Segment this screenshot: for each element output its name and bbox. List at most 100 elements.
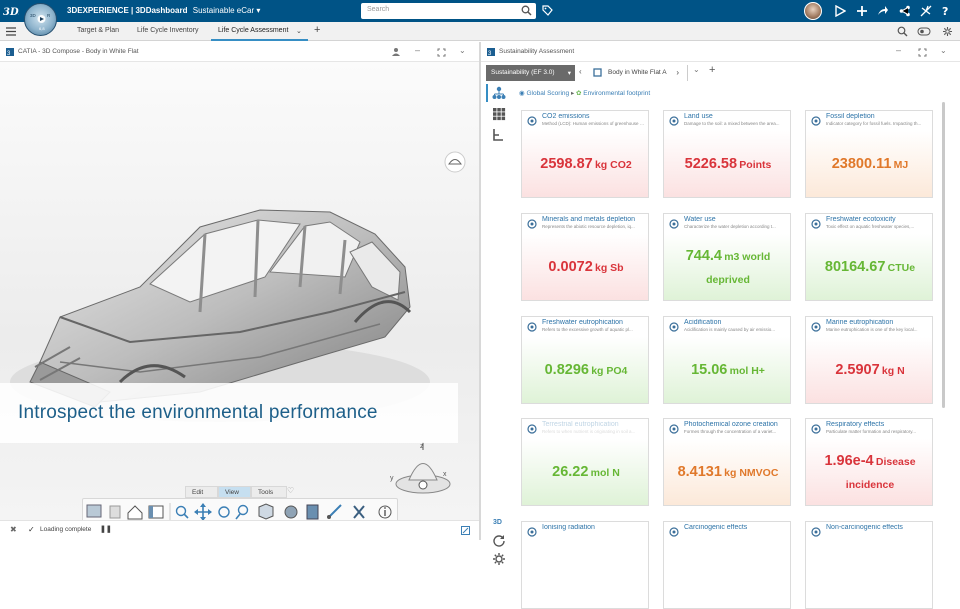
grid-icon[interactable] xyxy=(492,107,506,121)
avatar[interactable] xyxy=(804,2,822,20)
indicator-card[interactable]: Respiratory effects Particulate matter fo… xyxy=(805,418,933,506)
tab-view[interactable]: View xyxy=(218,486,251,498)
chevron-down-icon[interactable]: ⌄ xyxy=(459,46,466,55)
share-arrow-icon[interactable] xyxy=(877,5,889,17)
chevron-down-icon[interactable]: ⌄ xyxy=(693,65,700,74)
chevron-left-icon[interactable]: ‹ xyxy=(579,67,582,76)
indicator-card[interactable]: CO2 emissions Method (LCD): Human emissio… xyxy=(521,110,649,198)
indicator-card[interactable]: Ionising radiation xyxy=(521,521,649,609)
clipboard-icon[interactable] xyxy=(306,504,319,520)
indicator-card[interactable]: Photochemical ozone creation Formes throu… xyxy=(663,418,791,506)
tab-target-plan[interactable]: Target & Plan xyxy=(77,27,120,34)
maximize-icon[interactable] xyxy=(918,48,927,57)
app-title: 3DEXPERIENCE | 3DDashboard Sustainable e… xyxy=(67,6,261,15)
ds-logo-icon[interactable]: 3DS xyxy=(3,4,26,18)
user-share-icon[interactable] xyxy=(392,47,402,57)
search-icon[interactable] xyxy=(521,5,532,16)
card-title: Non-carcinogenic effects xyxy=(826,524,903,531)
render-style-icon[interactable] xyxy=(284,505,298,519)
chevron-down-icon[interactable]: ⌄ xyxy=(940,46,947,55)
chevron-down-icon[interactable]: ⌄ xyxy=(296,28,302,35)
breadcrumb-item-environmental-footprint[interactable]: Environmental footprint xyxy=(583,90,651,97)
indicator-card[interactable]: Acidification Acidification is mainly cau… xyxy=(663,316,791,404)
breadcrumb-item-global-scoring[interactable]: Global Scoring xyxy=(526,90,570,97)
svg-text:3: 3 xyxy=(488,51,492,56)
minimize-button[interactable]: – xyxy=(415,45,421,55)
view-mode-icon[interactable] xyxy=(917,26,931,37)
measure-icon[interactable] xyxy=(327,504,342,519)
pause-icon[interactable]: ❚❚ xyxy=(100,526,112,533)
info-icon[interactable] xyxy=(378,505,392,519)
card-title: Minerals and metals depletion xyxy=(542,216,635,223)
card-value-area: 26.22 mol N xyxy=(522,439,648,505)
menu-icon[interactable] xyxy=(6,27,16,36)
indicator-card[interactable]: Land use Damage to the soil: a mixed betw… xyxy=(663,110,791,198)
chevron-down-icon[interactable]: ▾ xyxy=(256,6,261,15)
add-tab-button[interactable]: + xyxy=(314,24,321,36)
zoom-area-icon[interactable] xyxy=(235,504,249,520)
tag-icon[interactable] xyxy=(542,5,553,16)
play-icon[interactable] xyxy=(834,5,846,17)
card-unit: MJ xyxy=(893,159,909,171)
card-header: Land use Damage to the soil: a mixed betw… xyxy=(664,111,790,131)
close-icon[interactable] xyxy=(353,505,365,519)
hierarchy-icon[interactable] xyxy=(492,86,506,100)
maximize-icon[interactable] xyxy=(437,48,446,57)
compass-label: R xyxy=(47,13,51,18)
card-unit: mol H+ xyxy=(729,365,765,377)
indicator-card[interactable]: Water use Characterize the water depletio… xyxy=(663,213,791,301)
indicator-card[interactable]: Non-carcinogenic effects xyxy=(805,521,933,609)
zoom-icon[interactable] xyxy=(175,505,189,519)
indicator-card[interactable]: Terrestrial eutrophication Refers to when… xyxy=(521,418,649,506)
share-network-icon[interactable] xyxy=(899,5,911,17)
3d-toggle-button[interactable]: 3D xyxy=(493,519,502,526)
help-icon[interactable]: ? xyxy=(941,5,953,17)
expand-icon[interactable] xyxy=(461,526,470,535)
card-description: Particulate matter formation and respira… xyxy=(826,429,916,434)
dashboard-name[interactable]: Sustainable eCar xyxy=(192,6,255,15)
add-icon[interactable] xyxy=(856,5,868,17)
compass-icon[interactable]: 3D R 6,8 xyxy=(24,3,57,36)
search-input[interactable]: Search xyxy=(361,3,536,19)
home-icon[interactable] xyxy=(127,505,143,520)
indicator-card[interactable]: Fossil depletion Indicator category for f… xyxy=(805,110,933,198)
refresh-icon[interactable] xyxy=(492,533,506,547)
card-title: Photochemical ozone creation xyxy=(684,421,778,428)
action-icon[interactable] xyxy=(109,505,121,519)
indicator-card[interactable]: Minerals and metals depletion Represents … xyxy=(521,213,649,301)
indicator-card[interactable]: Freshwater eutrophication Refers to the e… xyxy=(521,316,649,404)
card-description: Acidification is mainly caused by air em… xyxy=(684,327,776,332)
search-icon[interactable] xyxy=(897,26,908,37)
pane-divider[interactable] xyxy=(479,42,481,540)
tools-icon[interactable]: ✖ xyxy=(10,525,17,534)
indicator-card[interactable]: Freshwater ecotoxicity Toxic effect on aq… xyxy=(805,213,933,301)
minimize-button[interactable]: – xyxy=(896,45,902,55)
tab-life-cycle-assessment[interactable]: Life Cycle Assessment xyxy=(218,27,289,34)
3d-compass-icon[interactable] xyxy=(387,442,452,497)
tab-edit[interactable]: Edit xyxy=(185,486,218,498)
pan-icon[interactable] xyxy=(194,503,212,521)
method-select[interactable]: Sustainability (EF 3.0) ▾ xyxy=(486,65,575,81)
card-unit: kg N xyxy=(881,365,905,377)
svg-text:?: ? xyxy=(942,5,948,17)
community-icon[interactable] xyxy=(920,5,932,17)
settings-icon[interactable] xyxy=(942,26,953,37)
settings-gear-icon[interactable] xyxy=(492,552,506,566)
favorite-icon[interactable]: ♡ xyxy=(287,486,295,495)
object-tab[interactable]: Body in White Flat A › xyxy=(588,65,688,81)
panel-icon[interactable] xyxy=(148,505,164,519)
tree-icon[interactable] xyxy=(492,128,506,142)
scrollbar[interactable] xyxy=(942,102,945,408)
cube-view-icon[interactable] xyxy=(258,503,274,520)
card-description: Characterize the water depletion accordi… xyxy=(684,224,776,229)
3d-viewport[interactable]: z y x xyxy=(0,62,479,520)
card-description: Refers to the excessive growth of aquati… xyxy=(542,327,633,332)
tab-life-cycle-inventory[interactable]: Life Cycle Inventory xyxy=(137,27,199,34)
view-reset-icon[interactable] xyxy=(444,151,466,173)
rotate-icon[interactable] xyxy=(218,506,230,518)
tab-tools[interactable]: Tools xyxy=(251,486,287,498)
action-icon[interactable] xyxy=(86,504,102,518)
indicator-card[interactable]: Marine eutrophication Marine eutrophicati… xyxy=(805,316,933,404)
add-tab-button[interactable]: + xyxy=(709,64,716,76)
indicator-card[interactable]: Carcinogenic effects xyxy=(663,521,791,609)
